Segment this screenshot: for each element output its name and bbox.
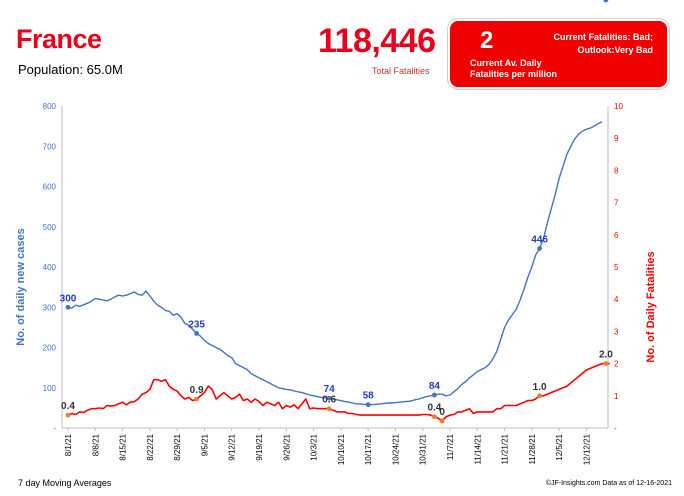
data-label-cases: 446 bbox=[531, 234, 548, 245]
x-tick-label: 9/26/21 bbox=[282, 433, 291, 460]
y-tick-left: 500 bbox=[43, 223, 57, 232]
data-label-cases: 235 bbox=[188, 319, 205, 330]
data-point-cases bbox=[431, 392, 437, 398]
x-tick-label: 10/17/21 bbox=[364, 433, 373, 465]
x-tick-label: 8/8/21 bbox=[91, 433, 100, 456]
y-tick-left: 200 bbox=[43, 344, 57, 353]
y-tick-left: - bbox=[53, 424, 56, 433]
y-tick-right: 10 bbox=[614, 102, 623, 111]
y-tick-left: 400 bbox=[43, 263, 57, 272]
x-tick-label: 8/29/21 bbox=[173, 433, 182, 460]
x-tick-label: 9/19/21 bbox=[255, 433, 264, 460]
total-fatalities-value: 118,446 bbox=[318, 22, 436, 60]
data-label-cases: 84 bbox=[429, 381, 441, 392]
y-tick-right: 7 bbox=[614, 199, 619, 208]
x-tick-label: 10/10/21 bbox=[337, 433, 346, 465]
y-tick-right: 2 bbox=[614, 360, 619, 369]
x-tick-label: 11/14/21 bbox=[473, 433, 482, 464]
country-title: France bbox=[16, 24, 102, 54]
x-tick-label: 8/15/21 bbox=[119, 433, 128, 460]
data-label-cases: 74 bbox=[324, 384, 336, 395]
y-tick-left: 100 bbox=[43, 384, 57, 393]
y-tick-right: 4 bbox=[614, 295, 619, 304]
y-tick-right: 9 bbox=[614, 134, 619, 143]
source-note: ©JF-Insights.com Data as of 12-16-2021 bbox=[545, 480, 672, 487]
outlook-line-2: Outlook:Very Bad bbox=[577, 45, 653, 55]
data-point-fatalities bbox=[439, 418, 445, 424]
series-line-cases bbox=[67, 121, 603, 406]
x-tick-label: 12/5/21 bbox=[555, 433, 564, 460]
y-tick-right: 3 bbox=[614, 327, 619, 336]
x-tick-label: 9/5/21 bbox=[200, 433, 209, 456]
data-point-fatalities bbox=[65, 412, 71, 418]
data-point-cases bbox=[326, 395, 332, 401]
data-label-fatalities: 0.4 bbox=[427, 403, 441, 414]
y-tick-left: 600 bbox=[43, 183, 57, 192]
data-point-fatalities bbox=[603, 361, 609, 366]
x-tick-label: 10/31/21 bbox=[419, 433, 428, 465]
data-point-cases bbox=[194, 331, 200, 336]
data-point-fatalities bbox=[326, 406, 332, 412]
moving-average-note: 7 day Moving Averages bbox=[18, 478, 112, 488]
daily-fatalities-per-million-value: 2 bbox=[480, 27, 494, 54]
data-label-fatalities: 0.4 bbox=[61, 401, 75, 412]
y-tick-right: 6 bbox=[614, 231, 619, 240]
data-point-cases bbox=[365, 402, 371, 408]
x-tick-label: 12/12/21 bbox=[582, 433, 591, 465]
x-tick-label: 8/1/21 bbox=[64, 433, 73, 456]
x-tick-label: 9/12/21 bbox=[228, 433, 237, 460]
x-tick-label: 11/21/21 bbox=[501, 433, 510, 464]
data-point-cases bbox=[603, 0, 609, 3]
data-label-fatalities: 1.0 bbox=[533, 382, 547, 393]
x-tick-label: 10/24/21 bbox=[391, 433, 400, 465]
data-label-cases: 58 bbox=[363, 391, 375, 402]
population-label: Population: 65.0M bbox=[18, 62, 123, 77]
y-tick-right: - bbox=[614, 424, 617, 433]
daily-fatalities-per-million-label: Current Av. Daily Fatalities per million bbox=[470, 58, 558, 79]
data-point-cases bbox=[537, 246, 543, 251]
y-axis-left-title: No. of daily new cases bbox=[15, 228, 27, 345]
outlook-text: Current Fatalities: Bad; Outlook:Very Ba… bbox=[533, 31, 653, 57]
status-panel: 2 Current Av. Daily Fatalities per milli… bbox=[447, 18, 670, 90]
series-line-fatalities bbox=[67, 362, 610, 422]
data-point-cases bbox=[65, 304, 71, 310]
x-tick-label: 10/3/21 bbox=[310, 433, 319, 460]
y-tick-right: 8 bbox=[614, 166, 619, 175]
data-label-cases: 300 bbox=[60, 293, 77, 304]
y-tick-right: 1 bbox=[614, 392, 619, 401]
x-tick-label: 11/7/21 bbox=[446, 433, 455, 460]
y-tick-left: 700 bbox=[43, 142, 57, 151]
x-tick-label: 8/22/21 bbox=[146, 433, 155, 460]
y-tick-left: 300 bbox=[43, 303, 57, 312]
outlook-line-1: Current Fatalities: Bad; bbox=[553, 32, 653, 42]
data-point-fatalities bbox=[431, 414, 437, 420]
y-tick-left: 800 bbox=[43, 102, 57, 111]
data-label-fatalities: 0.9 bbox=[190, 385, 204, 396]
data-label-fatalities: 2.0 bbox=[599, 350, 613, 361]
y-tick-right: 5 bbox=[614, 263, 619, 272]
data-label-cases: 761 bbox=[598, 0, 615, 3]
x-tick-label: 11/28/21 bbox=[528, 433, 537, 464]
data-label-fatalities: 0.6 bbox=[322, 395, 336, 406]
data-point-fatalities bbox=[537, 393, 543, 399]
y-axis-right-title: No. of Daily Fatalities bbox=[645, 251, 657, 362]
data-label-fatalities: 0 bbox=[439, 407, 445, 418]
total-fatalities-label: Total Fatalities bbox=[372, 66, 430, 76]
data-point-fatalities bbox=[194, 396, 200, 402]
